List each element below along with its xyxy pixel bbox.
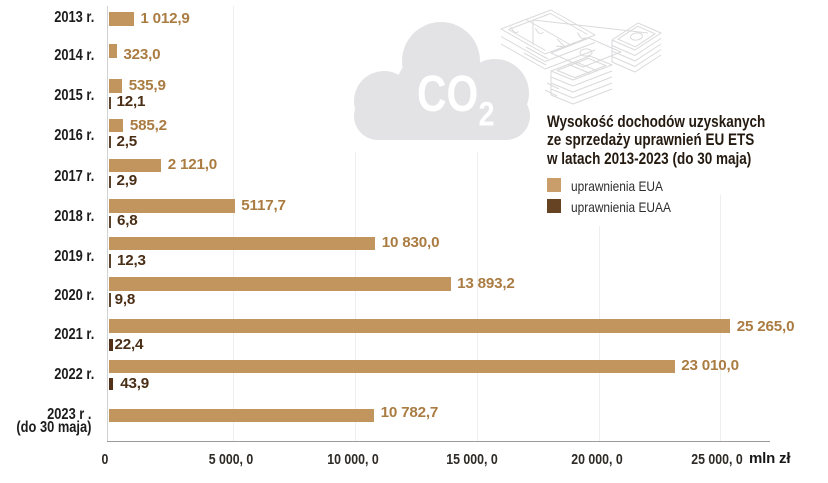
svg-text:2: 2 xyxy=(479,94,495,133)
svg-text:CO: CO xyxy=(417,65,478,122)
